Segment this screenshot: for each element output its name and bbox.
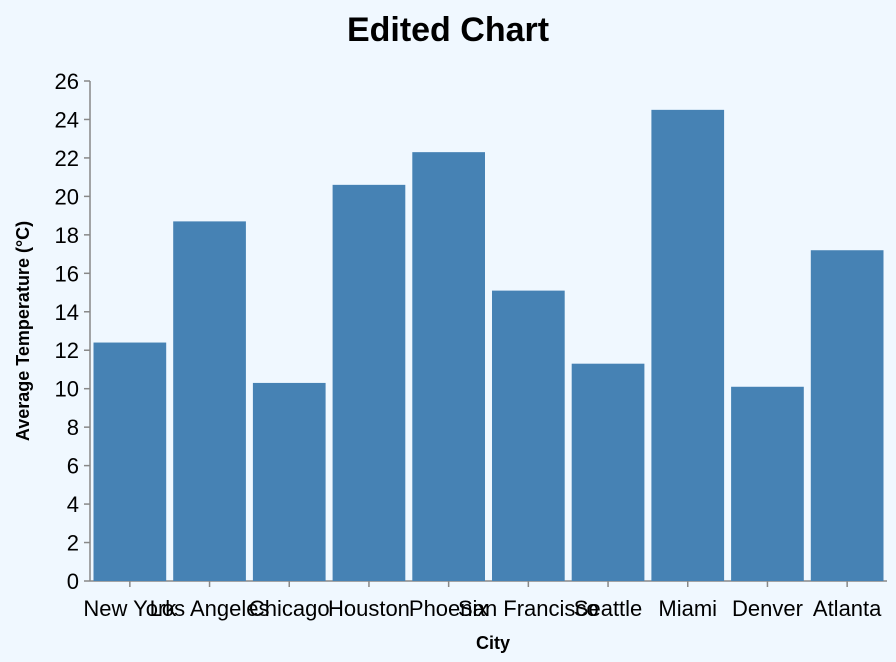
bar-atlanta xyxy=(810,250,884,581)
bar-houston xyxy=(332,184,406,581)
y-tick-label: 6 xyxy=(67,454,79,479)
bar-new-york xyxy=(93,342,167,581)
bar-phoenix xyxy=(412,152,485,581)
y-tick-label: 22 xyxy=(55,146,79,171)
y-axis-title: Average Temperature (°C) xyxy=(13,221,33,441)
x-tick-label: Chicago xyxy=(249,596,330,621)
y-tick-label: 14 xyxy=(55,300,79,325)
x-tick-label: Atlanta xyxy=(813,596,882,621)
x-tick-label: Seattle xyxy=(574,596,643,621)
y-tick-label: 4 xyxy=(67,492,79,517)
y-tick-label: 2 xyxy=(67,531,79,556)
bars xyxy=(93,109,884,581)
chart-title: Edited Chart xyxy=(347,11,549,49)
y-tick-label: 26 xyxy=(55,69,79,94)
bar-san-francisco xyxy=(492,290,565,581)
y-tick-label: 16 xyxy=(55,261,79,286)
y-tick-label: 0 xyxy=(67,569,79,594)
y-tick-label: 8 xyxy=(67,415,79,440)
bar-denver xyxy=(731,386,804,581)
x-tick-label: San Francisco xyxy=(458,596,599,621)
x-tick-label: Phoenix xyxy=(409,596,489,621)
x-tick-label: Miami xyxy=(658,596,717,621)
bar-seattle xyxy=(571,363,645,581)
x-tick-label: Denver xyxy=(732,596,803,621)
x-tick-label: Los Angeles xyxy=(150,596,270,621)
y-tick-label: 12 xyxy=(55,338,79,363)
y-tick-label: 10 xyxy=(55,377,79,402)
bar-los-angeles xyxy=(173,221,246,581)
x-tick-label: New York xyxy=(83,596,177,621)
y-tick-label: 18 xyxy=(55,223,79,248)
y-tick-label: 24 xyxy=(55,107,79,132)
x-tick-label: Houston xyxy=(328,596,410,621)
bar-miami xyxy=(651,109,725,581)
x-axis-title: City xyxy=(476,633,510,653)
bar-chicago xyxy=(252,382,326,581)
y-tick-label: 20 xyxy=(55,184,79,209)
